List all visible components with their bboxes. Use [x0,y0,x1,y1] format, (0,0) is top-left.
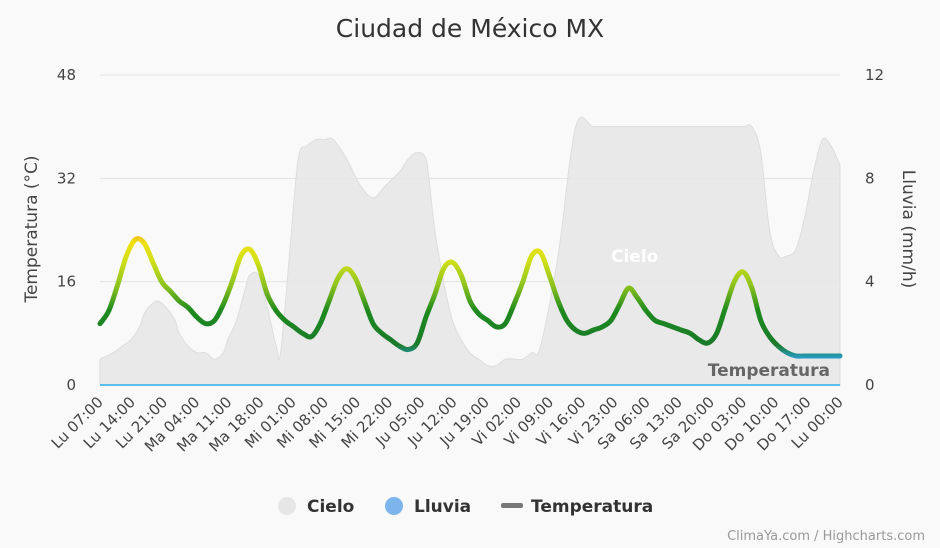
cielo-area-layer [99,116,841,386]
series-label-temperatura: Temperatura [708,361,830,381]
series-label-cielo: Cielo [611,247,658,267]
chart-credits[interactable]: ClimaYa.com / Highcharts.com [727,529,925,544]
legend: Cielo Lluvia Temperatura [278,497,653,517]
left-axis-ticks: 0 16 32 48 [57,66,76,394]
y-left-tick-label: 32 [57,169,76,187]
temperatura-line-layer [97,236,843,359]
y-right-tick-label: 8 [865,169,875,187]
legend-symbol [385,497,403,515]
legend-symbol [501,503,523,508]
legend-label: Temperatura [531,497,653,517]
cielo-area [99,116,841,386]
y-right-tick-label: 12 [865,66,884,84]
temperatura-line [97,236,843,359]
legend-item-temperatura[interactable]: Temperatura [501,497,653,517]
legend-item-lluvia[interactable]: Lluvia [385,497,471,517]
y-left-tick-label: 0 [66,376,76,394]
legend-label: Lluvia [414,497,471,517]
right-axis-ticks: 0 4 8 12 [865,66,884,394]
y-right-tick-label: 4 [865,273,875,291]
chart-title: Ciudad de México MX [336,14,604,43]
y-right-tick-label: 0 [865,376,875,394]
legend-item-cielo[interactable]: Cielo [278,497,354,517]
y-left-tick-label: 48 [57,66,76,84]
y-axis-right-title: Lluvia (mm/h) [898,170,918,288]
legend-label: Cielo [307,497,354,517]
y-axis-left-title: Temperatura (°C) [22,155,42,303]
y-left-tick-label: 16 [57,273,76,291]
legend-symbol [278,497,296,515]
